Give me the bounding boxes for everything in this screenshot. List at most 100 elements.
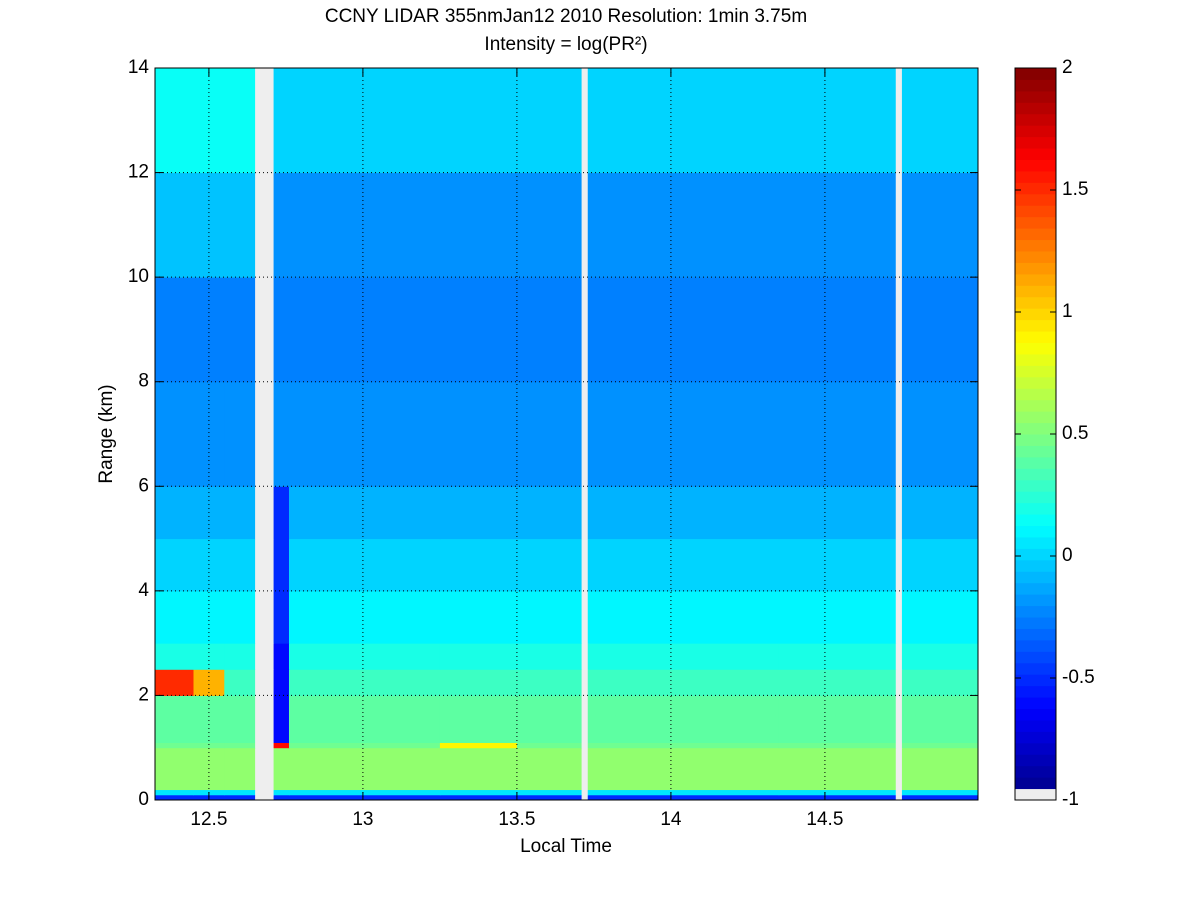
x-axis-label: Local Time [520,836,612,857]
heatmap-cell [778,669,897,696]
heatmap-cell [439,789,518,796]
heatmap-cell [155,277,195,383]
heatmap-cell [193,381,225,487]
heatmap-cell [288,68,364,174]
heatmap-cell [362,742,441,749]
x-tick-label: 13 [352,809,373,830]
colorbar-swatch [1015,205,1056,218]
heatmap-cell [273,747,290,791]
heatmap-cell [901,789,979,796]
heatmap-cell [901,742,979,749]
heatmap-cell [581,172,589,278]
heatmap-cell [895,794,903,801]
heatmap-cell [288,538,364,592]
heatmap-cell [901,643,979,670]
colorbar-swatch [1015,411,1056,424]
heatmap-cell [670,742,780,749]
heatmap-cell [670,538,780,592]
heatmap-cell [778,747,897,791]
heatmap-cell [895,742,903,749]
colorbar-tick-label: 0 [1062,545,1073,566]
plot-frame [154,67,979,801]
heatmap-cell [587,643,672,670]
heatmap-cell [288,747,364,791]
heatmap-cell [255,590,275,644]
colorbar-swatch [1015,342,1056,355]
heatmap-cell [224,669,256,696]
heatmap-cell [581,381,589,487]
colorbar-swatch [1015,491,1056,504]
axes: 12.5 13 13.5 14 14.5 0 2 4 6 8 10 12 14 -1 -0.5 0 0.5 1 1.… [128,57,1095,830]
heatmap-cell [362,789,441,796]
colorbar-swatch [1015,273,1056,286]
heatmap-cell [362,277,441,383]
colorbar-swatch [1015,331,1056,343]
heatmap-cell [255,643,275,670]
colorbar-swatch [1015,90,1056,103]
heatmap-cell [288,277,364,383]
colorbar-swatch [1015,719,1056,732]
colorbar-tick-label: -1 [1062,789,1079,810]
y-tick-label: 2 [138,684,149,705]
colorbar-swatch [1015,788,1056,801]
x-tick-label: 14 [660,809,682,830]
colorbar-swatch [1015,228,1056,241]
colorbar-swatch [1015,731,1056,744]
heatmap-cell [895,695,903,743]
heatmap-cell [155,590,195,644]
heatmap-cell [587,277,672,383]
heatmap-cell [901,669,979,696]
heatmap-cell [155,486,195,540]
colorbar-swatch [1015,754,1056,767]
heatmap-cell [516,747,583,791]
heatmap-cell [439,277,518,383]
heatmap-cell [224,68,256,174]
heatmap-cell [778,538,897,592]
heatmap-cell [670,68,780,174]
heatmap-cell [778,486,897,540]
heatmap-cell [255,695,275,743]
heatmap-cell [587,538,672,592]
heatmap-cell [439,172,518,278]
heatmap-cell [155,695,195,743]
colorbar-swatch [1015,113,1056,126]
heatmap-cell [778,590,897,644]
heatmap-cell [362,643,441,670]
colorbar-swatch [1015,68,1056,80]
colorbar-swatch [1015,399,1056,412]
heatmap-cell [273,669,290,696]
heatmap-cell [273,538,290,592]
colorbar-tick-label: 2 [1062,57,1073,78]
heatmap-cell [778,172,897,278]
heatmap-cell [255,277,275,383]
heatmap-cell [273,789,290,796]
heatmap-cell [670,486,780,540]
y-axis-label: Range (km) [96,384,117,483]
colorbar-swatch [1015,548,1056,561]
heatmap-cell [255,381,275,487]
heatmap-cell [155,747,195,791]
heatmap-cell [224,789,256,796]
colorbar-swatch [1015,525,1056,538]
heatmap-cell [224,277,256,383]
x-tick-label: 13.5 [498,809,535,830]
colorbar-swatch [1015,136,1056,149]
colorbar-swatch [1015,639,1056,652]
heatmap-cell [516,789,583,796]
heatmap-cell [155,742,195,749]
y-tick-label: 4 [138,580,149,601]
heatmap-cell [255,789,275,796]
heatmap-cell [273,381,290,487]
heatmap-cell [516,643,583,670]
colorbar-swatch [1015,319,1056,332]
heatmap-cell [255,794,275,801]
colorbar-swatch [1015,365,1056,378]
colorbar-swatch [1015,582,1056,595]
heatmap-cell [516,794,583,801]
heatmap-cell [155,381,195,487]
heatmap-cell [362,538,441,592]
colorbar-swatch [1015,251,1056,263]
heatmap-cell [362,68,441,174]
heatmap-cell [901,794,979,801]
